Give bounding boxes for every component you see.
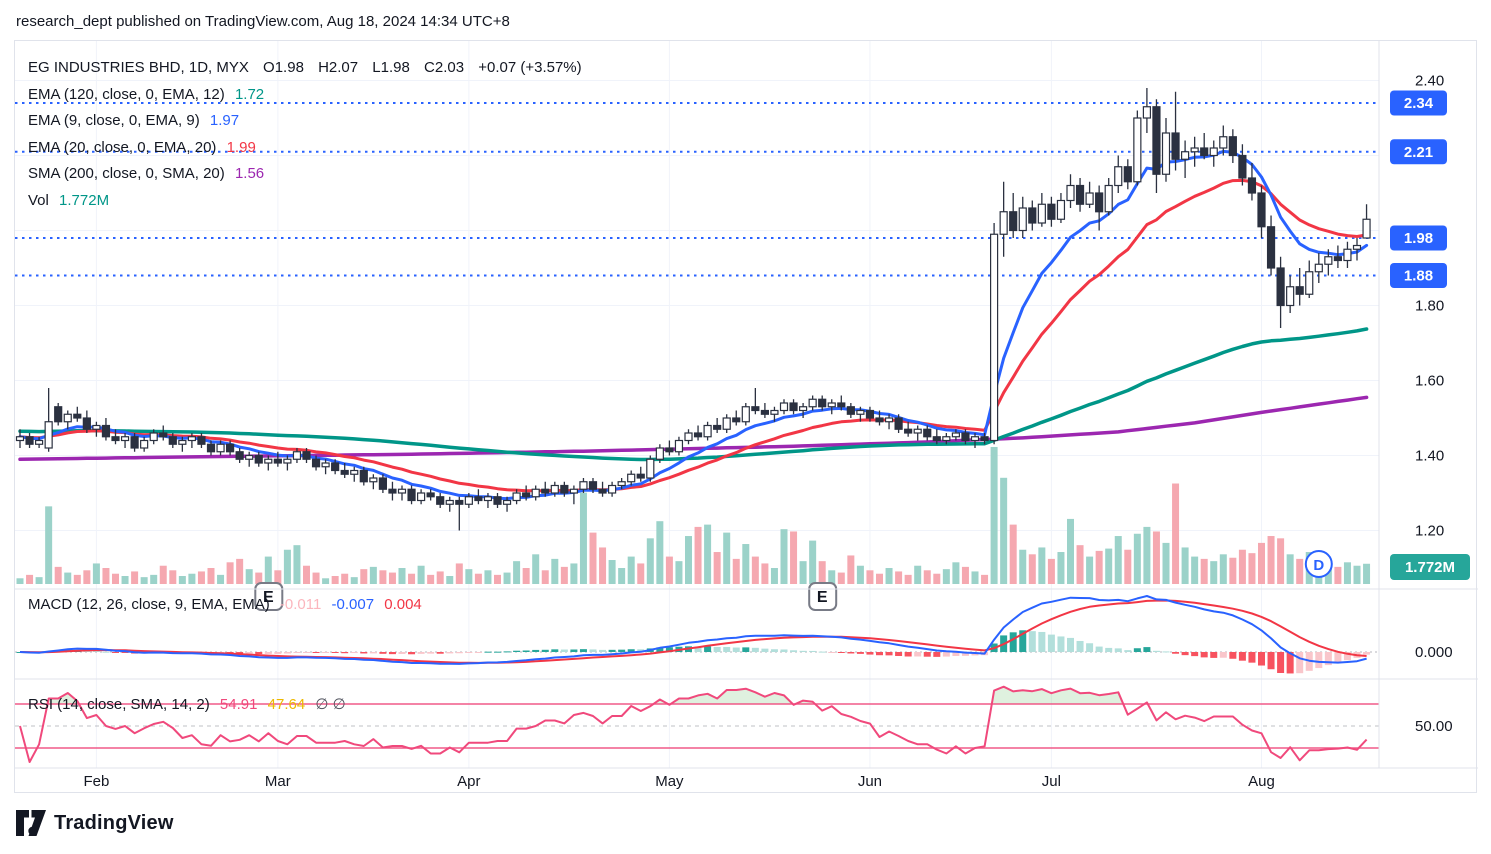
ohlc-high: H2.07: [318, 59, 359, 76]
svg-text:Apr: Apr: [457, 773, 480, 790]
publication-attribution: research_dept published on TradingView.c…: [16, 13, 510, 30]
rsi-label: RSI (14, close, SMA, 14, 2): [28, 696, 210, 713]
rsi-value: 54.91: [219, 696, 258, 713]
ohlc-close: C2.03: [424, 59, 465, 76]
ema20-value: 1.99: [226, 138, 256, 156]
rsi-pane: [15, 685, 1379, 763]
svg-text:1.88: 1.88: [1404, 268, 1433, 285]
price-level-badge[interactable]: [1390, 139, 1447, 165]
svg-text:1.40: 1.40: [1415, 448, 1444, 465]
volume-label: Vol: [28, 191, 49, 209]
ema120-legend-row: EMA (120, close, 0, EMA, 12) 1.72: [28, 82, 592, 109]
ema20-legend-row: EMA (20, close, 0, EMA, 20) 1.99: [28, 135, 592, 162]
candlestick-series: [15, 88, 1371, 531]
earnings-marker[interactable]: [808, 582, 838, 611]
price-level-badge[interactable]: [1390, 90, 1447, 116]
volume-badge: [1390, 554, 1470, 580]
ema20-label: EMA (20, close, 0, EMA, 20): [28, 138, 217, 156]
event-markers[interactable]: E E D: [254, 550, 1333, 611]
symbol-title: EG INDUSTRIES BHD, 1D, MYX: [28, 59, 249, 76]
price-level-badge[interactable]: [1390, 225, 1447, 251]
ohlc-open: O1.98: [263, 59, 304, 76]
sma200-legend-row: SMA (200, close, 0, SMA, 20) 1.56: [28, 161, 592, 188]
macd-pane: [15, 595, 1379, 674]
svg-text:Jun: Jun: [858, 773, 882, 790]
time-axis[interactable]: Feb Mar Apr May Jun Jul Aug: [83, 773, 1274, 790]
svg-text:1.60: 1.60: [1415, 373, 1444, 390]
svg-text:1.772M: 1.772M: [1405, 559, 1455, 576]
price-scale[interactable]: 2.40 1.80 1.60 1.40 1.20 2.34 2.21 1.98 1.88 1.77…: [1390, 73, 1470, 736]
ohlc-change: +0.07 (+3.57%): [478, 59, 582, 76]
main-chart-legend: EG INDUSTRIES BHD, 1D, MYX O1.98 H2.07 L…: [28, 55, 592, 214]
chart-widget[interactable]: EG INDUSTRIES BHD, 1D, MYX O1.98 H2.07 L…: [14, 40, 1478, 794]
rsi-axis-label: 50.00: [1415, 718, 1453, 735]
svg-text:1.98: 1.98: [1404, 230, 1433, 247]
earnings-marker[interactable]: [254, 582, 284, 611]
dividend-marker[interactable]: [1304, 550, 1333, 578]
svg-text:E: E: [817, 589, 828, 606]
volume-value: 1.772M: [59, 191, 110, 209]
ema9-legend-row: EMA (9, close, 0, EMA, 9) 1.97: [28, 108, 592, 135]
ema9-value: 1.97: [209, 112, 240, 129]
price-level-badge[interactable]: [1390, 263, 1447, 288]
svg-text:E: E: [263, 589, 274, 606]
svg-text:D: D: [1313, 557, 1324, 574]
macd-legend: MACD (12, 26, close, 9, EMA, EMA) -0.011…: [28, 596, 428, 613]
rsi-legend: RSI (14, close, SMA, 14, 2) 54.91 47.64 …: [28, 695, 352, 713]
macd-label: MACD (12, 26, close, 9, EMA, EMA): [28, 596, 270, 613]
ema9-label: EMA (9, close, 0, EMA, 9): [28, 112, 200, 129]
pane-separators: [15, 41, 1478, 769]
tradingview-logo-icon: [16, 810, 46, 836]
svg-text:2.34: 2.34: [1404, 95, 1434, 112]
sma200-value: 1.56: [234, 165, 265, 182]
svg-text:2.40: 2.40: [1415, 73, 1444, 90]
svg-text:2.21: 2.21: [1404, 144, 1433, 161]
ema120-value: 1.72: [234, 85, 265, 103]
macd-signal-value: 0.004: [384, 596, 422, 613]
macd-hist-value: -0.011: [279, 596, 322, 613]
tradingview-wordmark: TradingView: [54, 811, 174, 834]
price-chart-canvas[interactable]: E E D 2.40 1.80 1.60 1.40 1.20 2.34 2.21 1.98 1.88 1…: [15, 41, 1478, 794]
svg-text:May: May: [655, 773, 684, 790]
ema120-label: EMA (120, close, 0, EMA, 12): [28, 85, 225, 103]
rsi-hidden-values: ∅ ∅: [315, 696, 346, 713]
rsi-sma-value: 47.64: [267, 696, 306, 713]
svg-text:Jul: Jul: [1042, 773, 1061, 790]
moving-average-lines: [18, 149, 1369, 501]
macd-line-value: -0.007: [331, 596, 375, 613]
svg-text:Feb: Feb: [83, 773, 109, 790]
sma200-label: SMA (200, close, 0, SMA, 20): [28, 165, 225, 182]
symbol-ohlc-row: EG INDUSTRIES BHD, 1D, MYX O1.98 H2.07 L…: [28, 55, 592, 82]
volume-legend-row: Vol 1.772M: [28, 188, 592, 215]
svg-text:Aug: Aug: [1248, 773, 1275, 790]
ohlc-low: L1.98: [372, 59, 410, 76]
volume-bars: [16, 446, 1371, 584]
svg-text:1.80: 1.80: [1415, 298, 1444, 315]
tradingview-footer[interactable]: TradingView: [16, 810, 174, 836]
svg-text:Mar: Mar: [265, 773, 291, 790]
macd-axis-label: 0.000: [1415, 644, 1453, 661]
svg-text:1.20: 1.20: [1415, 523, 1444, 540]
